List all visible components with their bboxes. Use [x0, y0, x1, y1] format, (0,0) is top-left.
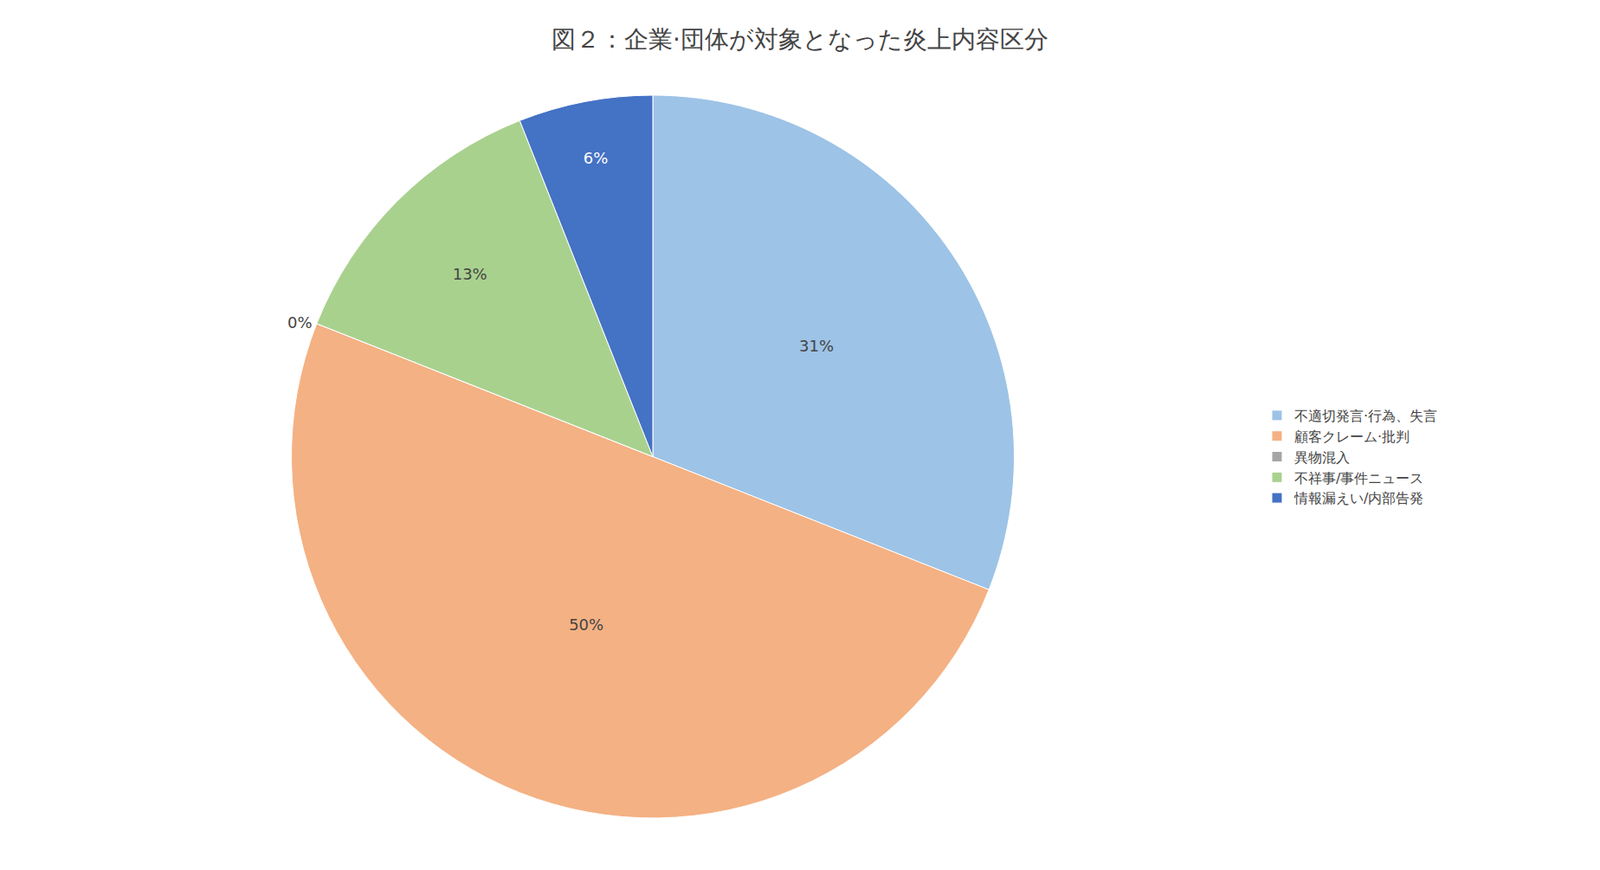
svg-text:50%: 50%: [568, 615, 604, 634]
svg-text:図２：企業·団体が対象となった炎上内容区分: 図２：企業·団体が対象となった炎上内容区分: [551, 25, 1049, 54]
svg-text:顧客クレーム·批判: 顧客クレーム·批判: [1294, 428, 1410, 446]
svg-text:6%: 6%: [583, 148, 609, 168]
svg-text:情報漏えい/内部告発: 情報漏えい/内部告発: [1293, 490, 1424, 507]
svg-text:異物混入: 異物混入: [1294, 449, 1350, 466]
svg-text:31%: 31%: [799, 336, 834, 355]
svg-text:不適切発言·行為、失言: 不適切発言·行為、失言: [1294, 407, 1438, 425]
svg-text:13%: 13%: [452, 264, 488, 284]
svg-text:不祥事/事件ニュース: 不祥事/事件ニュース: [1294, 470, 1424, 487]
svg-text:0%: 0%: [287, 313, 313, 332]
